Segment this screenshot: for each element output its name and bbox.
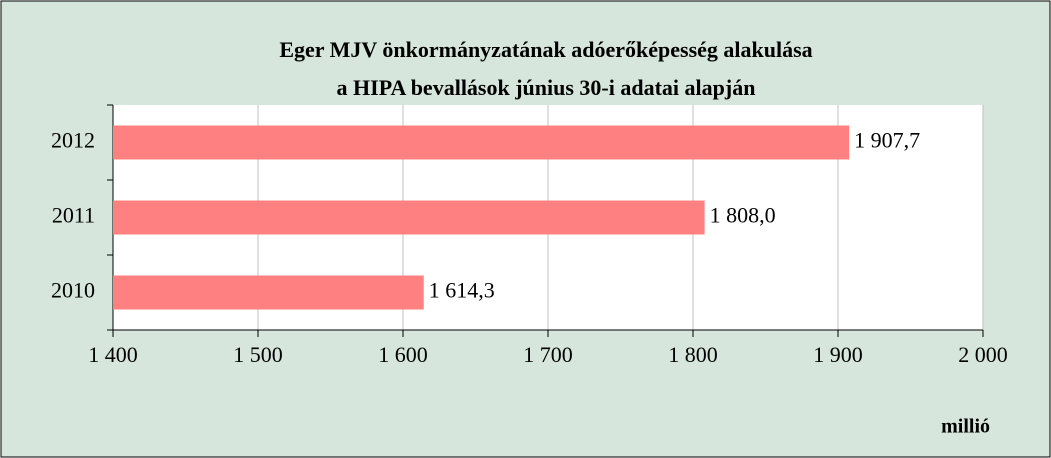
x-tick-label: 1 900: [813, 342, 863, 367]
data-label: 1 614,3: [429, 278, 495, 303]
x-tick-label: 2 000: [958, 342, 1008, 367]
chart-title: Eger MJV önkormányzatának adóerőképesség…: [279, 37, 812, 62]
bar: [113, 275, 424, 310]
x-tick-label: 1 600: [378, 342, 428, 367]
x-tick-label: 1 800: [668, 342, 718, 367]
chart-title: a HIPA bevallások június 30-i adatai ala…: [337, 75, 756, 100]
x-tick-label: 1 400: [88, 342, 138, 367]
y-tick-label: 2011: [52, 203, 95, 228]
bar: [113, 200, 705, 235]
data-label: 1 907,7: [854, 128, 920, 153]
x-tick-label: 1 500: [233, 342, 283, 367]
data-label: 1 808,0: [710, 203, 776, 228]
x-axis-label: millió: [941, 416, 990, 438]
bar: [113, 125, 850, 160]
y-tick-label: 2010: [51, 278, 95, 303]
y-tick-label: 2012: [51, 128, 95, 153]
x-tick-label: 1 700: [523, 342, 573, 367]
